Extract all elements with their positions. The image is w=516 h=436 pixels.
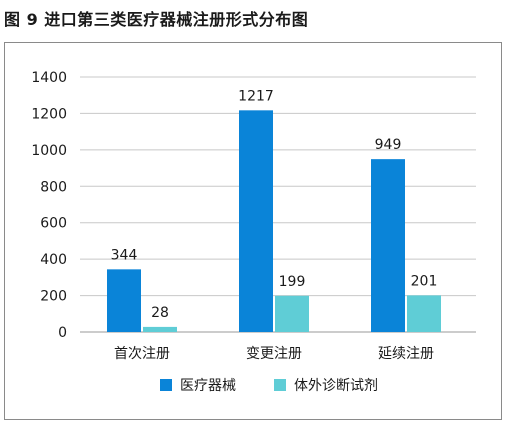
bar-device-1 [239,110,273,332]
value-label: 949 [375,137,402,153]
category-label: 首次注册 [114,346,170,362]
value-label: 199 [279,274,306,290]
value-label: 344 [111,247,138,263]
value-label: 1217 [238,88,274,104]
legend-swatch [274,379,286,391]
legend-label: 体外诊断试剂 [294,378,378,394]
chart-title: 图 9 进口第三类医疗器械注册形式分布图 [4,10,309,29]
y-tick-label: 200 [40,289,67,305]
y-axis-ticks: 0 200 400 600 800 1000 1200 1400 [31,70,67,341]
y-tick-label: 1000 [31,143,67,159]
y-tick-label: 800 [40,179,67,195]
bar-device-0 [107,269,141,332]
y-tick-label: 0 [58,325,67,341]
category-label: 变更注册 [246,346,302,362]
bar-ivd-1 [275,295,309,332]
chart-frame [4,42,502,420]
value-label: 201 [411,273,438,289]
value-label: 28 [151,305,169,321]
bar-ivd-0 [143,326,177,332]
value-labels: 344 28 1217 199 949 201 [111,88,438,321]
y-tick-label: 1400 [31,70,67,86]
y-tick-label: 400 [40,252,67,268]
legend-swatch [160,379,172,391]
bar-device-2 [371,159,405,332]
y-tick-label: 1200 [31,106,67,122]
y-tick-label: 600 [40,216,67,232]
category-label: 延续注册 [378,345,434,362]
bar-ivd-2 [407,295,441,332]
legend-label: 医疗器械 [180,378,236,394]
legend: 医疗器械 体外诊断试剂 [160,378,378,394]
category-labels: 首次注册 变更注册 延续注册 [114,345,434,362]
bars [107,110,441,332]
